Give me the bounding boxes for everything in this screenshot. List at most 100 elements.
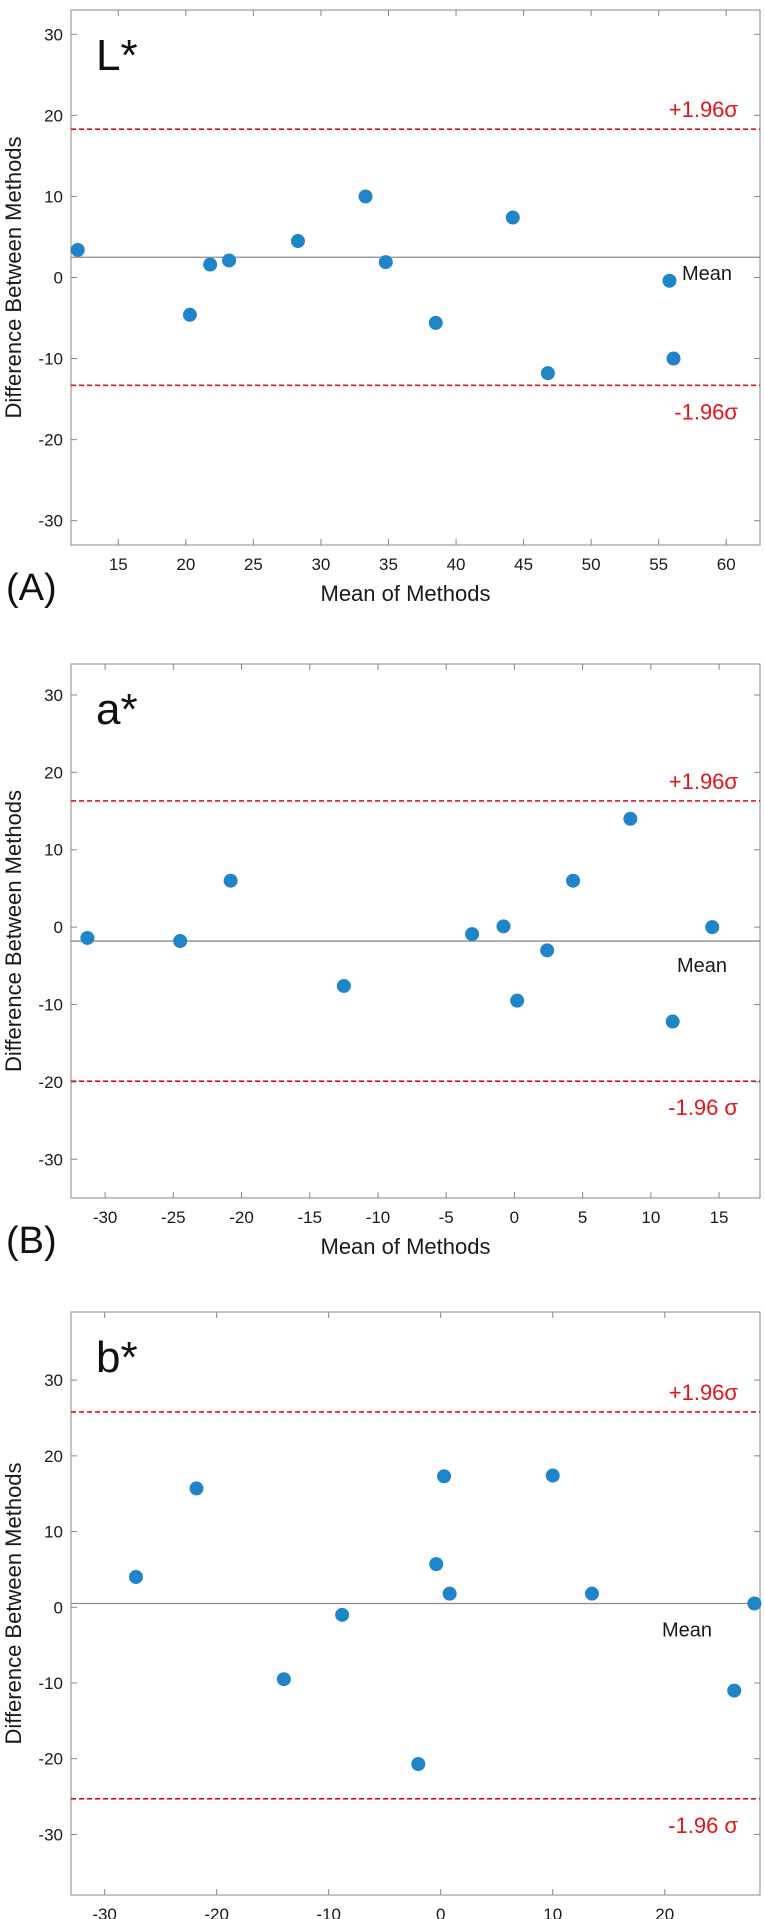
data-point — [465, 927, 480, 942]
x-tick-label: 5 — [578, 1208, 587, 1227]
y-tick-label: -20 — [38, 431, 63, 450]
lower-limit-label: -1.96 σ — [668, 1813, 738, 1838]
mean-label: Mean — [677, 955, 727, 977]
panel-label: (B) — [6, 1220, 57, 1262]
y-tick-label: -20 — [38, 1750, 63, 1769]
data-point — [276, 1672, 291, 1687]
data-point — [540, 366, 555, 381]
data-point — [442, 1586, 457, 1601]
y-tick-label: 10 — [44, 841, 63, 860]
x-tick-label: 60 — [717, 555, 736, 574]
mean-label: Mean — [682, 263, 732, 285]
y-tick-label: 0 — [54, 918, 63, 937]
x-tick-label: -15 — [297, 1208, 322, 1227]
x-tick-label: 20 — [655, 1905, 674, 1919]
data-point — [189, 1481, 204, 1496]
data-point — [378, 255, 393, 270]
data-point — [429, 1557, 444, 1572]
data-point — [411, 1757, 426, 1772]
y-axis-title: Difference Between Methods — [1, 1462, 26, 1744]
y-tick-label: -10 — [38, 996, 63, 1015]
x-axis-title: Mean of Methods — [321, 1234, 491, 1259]
data-point — [128, 1570, 143, 1584]
x-tick-label: 10 — [641, 1208, 660, 1227]
panel-label: (A) — [6, 567, 57, 609]
data-point — [662, 273, 677, 288]
x-tick-label: -30 — [92, 1905, 117, 1919]
x-tick-label: -30 — [93, 1208, 118, 1227]
y-tick-label: -20 — [38, 1073, 63, 1092]
x-tick-label: 15 — [710, 1208, 729, 1227]
panel-c: -30 -20 -10 0 10 20 30 -30 -20 -10 0 10 20 +1.96σ -1.9… — [1, 1311, 762, 1919]
y-tick-label: 0 — [54, 269, 63, 288]
x-tick-label: 40 — [447, 555, 466, 574]
data-point — [566, 873, 581, 888]
data-point — [80, 930, 95, 945]
data-point — [666, 351, 681, 366]
y-axis-title: Difference Between Methods — [1, 136, 26, 418]
x-tick-label: 55 — [649, 555, 668, 574]
x-tick-label: 30 — [311, 555, 330, 574]
x-tick-label: 25 — [244, 555, 263, 574]
y-tick-label: 30 — [44, 686, 63, 705]
panel-a: -30 -20 -10 0 10 20 30 15 20 25 30 35 40 45 50 55 60 +1.9… — [1, 9, 761, 609]
lower-limit-label: -1.96σ — [674, 399, 738, 424]
y-axis-title: Difference Between Methods — [1, 790, 26, 1072]
y-tick-label: 0 — [54, 1598, 63, 1617]
upper-limit-label: +1.96σ — [669, 769, 739, 794]
y-tick-label: 10 — [44, 187, 63, 206]
x-axis-title: Mean of Methods — [321, 581, 491, 606]
panel-label: (C) — [6, 1917, 59, 1919]
y-tick-label: -10 — [38, 1674, 63, 1693]
y-tick-label: 20 — [44, 763, 63, 782]
data-point — [747, 1596, 762, 1611]
data-point — [222, 253, 237, 268]
y-tick-label: -10 — [38, 350, 63, 369]
x-tick-label: 0 — [510, 1208, 519, 1227]
data-point — [203, 257, 218, 272]
x-tick-label: 45 — [514, 555, 533, 574]
data-point — [540, 943, 555, 958]
data-point — [665, 1014, 680, 1029]
y-tick-label: 20 — [44, 1447, 63, 1466]
data-point — [705, 920, 720, 935]
x-tick-label: -25 — [161, 1208, 186, 1227]
data-point — [545, 1468, 560, 1483]
data-point — [496, 919, 511, 934]
y-tick-label: -30 — [38, 1825, 63, 1844]
component-label: b* — [96, 1333, 138, 1382]
data-point — [336, 978, 351, 993]
plot-frame — [70, 9, 761, 546]
data-point — [335, 1607, 350, 1622]
data-point — [223, 873, 238, 888]
upper-limit-label: +1.96σ — [669, 1380, 739, 1405]
y-tick-label: 30 — [44, 25, 63, 44]
data-point — [428, 315, 443, 330]
x-tick-label: -10 — [366, 1208, 391, 1227]
x-tick-label: 20 — [176, 555, 195, 574]
data-point — [727, 1683, 742, 1698]
y-tick-label: 20 — [44, 106, 63, 125]
x-tick-label: -20 — [229, 1208, 254, 1227]
data-point — [584, 1586, 599, 1601]
data-point — [70, 242, 85, 257]
lower-limit-label: -1.96 σ — [668, 1095, 738, 1120]
x-tick-label: -5 — [439, 1208, 454, 1227]
data-point — [510, 993, 525, 1008]
x-tick-label: 50 — [582, 555, 601, 574]
data-point — [182, 307, 197, 322]
data-point — [623, 811, 638, 826]
data-point — [358, 189, 373, 204]
plot-frame — [70, 663, 761, 1199]
data-point — [173, 934, 188, 949]
x-tick-label: 15 — [109, 555, 128, 574]
mean-label: Mean — [662, 1620, 712, 1642]
data-point — [290, 234, 305, 249]
y-tick-label: 10 — [44, 1523, 63, 1542]
component-label: L* — [96, 31, 138, 80]
data-point — [505, 210, 520, 225]
x-tick-label: 10 — [543, 1905, 562, 1919]
x-tick-label: 35 — [379, 555, 398, 574]
upper-limit-label: +1.96σ — [669, 97, 739, 122]
